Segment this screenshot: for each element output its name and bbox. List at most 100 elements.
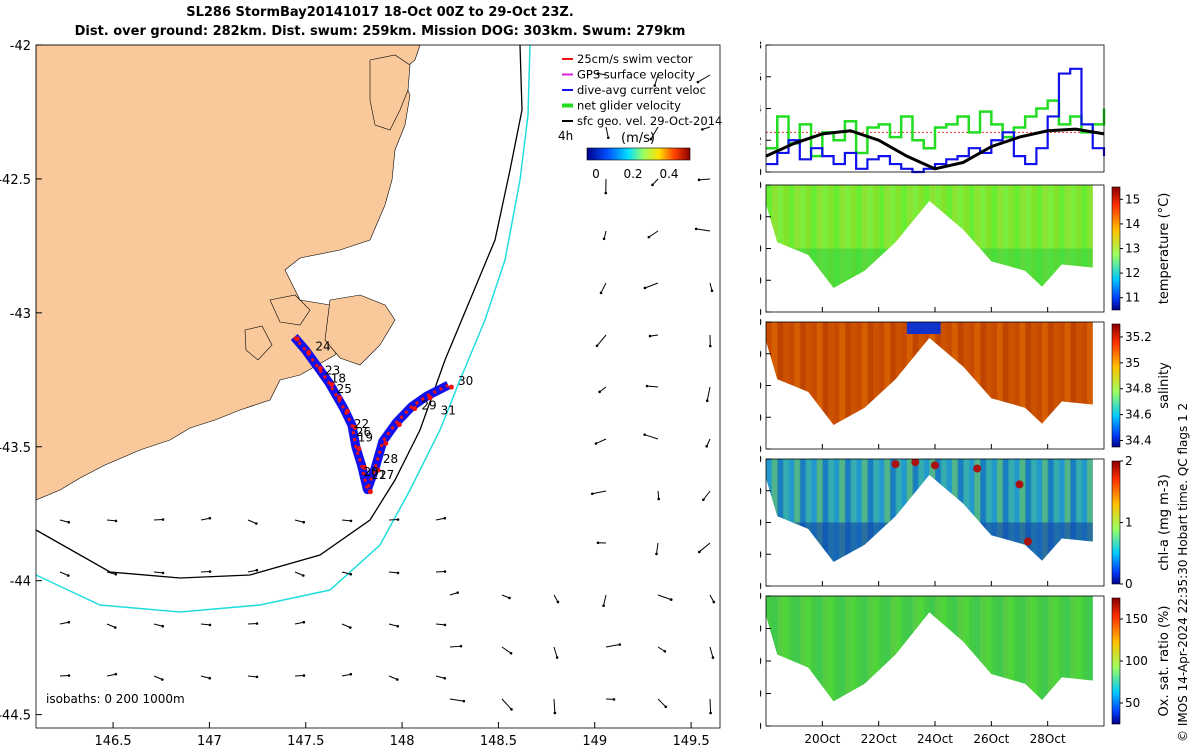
- section-stripe: [1070, 322, 1077, 425]
- sfc-arrow-head: [555, 656, 559, 659]
- sfc-arrow: [153, 571, 164, 574]
- section-stripe: [1058, 185, 1066, 288]
- track-point: [383, 440, 389, 446]
- section-stripe: [1058, 459, 1066, 562]
- sfc-arrow-head: [645, 384, 649, 388]
- section-stripe: [833, 459, 841, 562]
- sfc-arrow: [702, 490, 711, 501]
- isobath-200m: [35, 44, 523, 579]
- sfc-arrow-head: [697, 178, 701, 182]
- map-xtick-label: 146.5: [94, 734, 131, 749]
- sfc-arrow: [592, 490, 607, 495]
- section-stripe: [996, 459, 1004, 562]
- section-stripe: [794, 459, 801, 562]
- section-stripe: [974, 322, 982, 425]
- section-ytick-label: 50: [760, 211, 762, 224]
- track-point: [356, 446, 362, 452]
- section-stripe: [811, 459, 818, 562]
- sfc-arrow-head: [113, 626, 117, 629]
- sfc-arrow-head: [602, 604, 605, 608]
- fresh-surface-patch: [906, 322, 941, 334]
- section-stripe: [805, 322, 813, 425]
- sfc-arrow: [709, 698, 712, 714]
- cbar-tick-label: 1: [1125, 516, 1133, 530]
- map-xtick-label: 147: [197, 734, 222, 749]
- sfc-arrow: [709, 646, 714, 658]
- sfc-arrow-head: [712, 600, 716, 604]
- section-stripe: [777, 459, 784, 562]
- sfc-arrow: [200, 517, 210, 521]
- sfc-arrow-head: [651, 183, 654, 187]
- section-data: [766, 459, 1093, 562]
- section-stripe: [1019, 322, 1027, 425]
- track-point: [367, 489, 373, 495]
- legend-entry: net glider velocity: [577, 99, 681, 113]
- sfc-arrow-head: [508, 596, 511, 600]
- section-ytick-label: 100: [760, 517, 762, 530]
- sfc-arrow: [553, 594, 559, 603]
- colorbar: [586, 147, 691, 161]
- sfc-arrow: [657, 490, 660, 500]
- section-stripe: [991, 322, 998, 425]
- section-stripe: [1013, 322, 1021, 425]
- cbar-tick-label: 34.4: [1125, 434, 1152, 448]
- sfc-arrow-head: [67, 520, 71, 524]
- section-stripe: [1064, 185, 1072, 288]
- sfc-arrow-head: [657, 497, 660, 501]
- section-stripe: [1002, 459, 1010, 562]
- sfc-arrow: [435, 623, 446, 626]
- section-stripe: [991, 596, 998, 702]
- sfc-arrow: [388, 571, 399, 574]
- sfc-arrow: [698, 542, 711, 553]
- sfc-arrow: [655, 542, 659, 554]
- section-stripe: [844, 322, 852, 425]
- velocity-ytick-label: 0: [760, 166, 762, 179]
- glider-profile-panels[interactable]: 00.20.40.60.8velocity magnitude (m/s)050…: [760, 0, 1200, 750]
- section-stripe: [884, 185, 891, 288]
- section-stripe: [850, 596, 858, 702]
- cbar-tick-label: 34.8: [1125, 382, 1152, 396]
- section-stripe: [805, 185, 813, 288]
- map-frame: [35, 44, 721, 729]
- section-ytick-label: 200: [760, 720, 762, 733]
- track-point: [412, 406, 418, 412]
- section-stripe: [1070, 459, 1077, 562]
- section-ytick-label: 0: [760, 179, 762, 192]
- section-stripe: [996, 596, 1004, 702]
- section-stripe: [1036, 459, 1044, 562]
- cbar-tick-label: 11: [1125, 291, 1140, 305]
- section-stripe: [974, 459, 982, 562]
- sfc-arrow-head: [67, 620, 71, 624]
- sfc-arrow-head: [255, 622, 259, 625]
- section-stripe: [974, 596, 982, 702]
- sfc-arrow: [650, 126, 659, 140]
- section-stripe: [811, 322, 818, 425]
- section-stripe: [839, 459, 846, 562]
- section-stripe: [788, 185, 796, 288]
- sfc-arrow-head: [161, 571, 165, 575]
- section-data: [766, 185, 1093, 288]
- sfc-arrow: [59, 621, 69, 625]
- section-stripe: [980, 596, 987, 702]
- map-xtick-label: 148.5: [480, 734, 517, 749]
- section-stripe: [782, 185, 790, 288]
- section-stripe: [811, 185, 818, 288]
- section-stripe: [1053, 596, 1060, 702]
- section-stripe: [788, 322, 796, 425]
- section-stripe: [816, 596, 824, 702]
- sfc-arrow: [648, 230, 659, 238]
- section-stripe: [1025, 322, 1032, 425]
- section-stripe: [985, 185, 993, 288]
- section-stripe: [1030, 185, 1038, 288]
- section-stripe: [867, 322, 875, 425]
- small-island-2: [244, 325, 273, 361]
- section-stripe: [1008, 596, 1015, 702]
- sfc-arrow-head: [349, 672, 353, 676]
- map-ytick-label: -43.5: [0, 441, 31, 456]
- sfc-arrow: [605, 644, 620, 648]
- sfc-arrow-head: [396, 518, 400, 521]
- cbar-tick-label: 35.2: [1125, 330, 1152, 344]
- section-stripe: [822, 185, 829, 288]
- section-stripe: [980, 459, 987, 562]
